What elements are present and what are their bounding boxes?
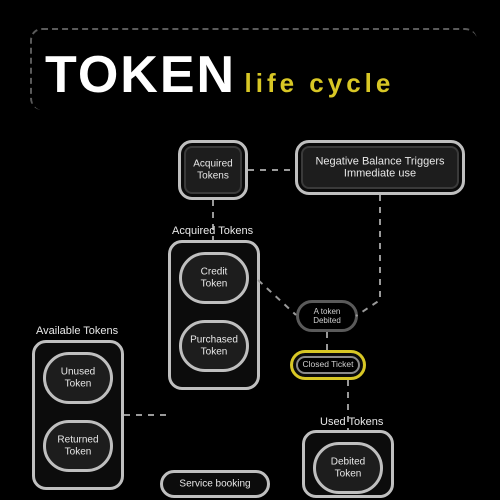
edge-2 (258, 280, 296, 315)
node-purchased: Purchased Token (179, 320, 249, 372)
node-credit: Credit Token (179, 252, 249, 304)
node-acquired-label: Acquired Tokens (181, 159, 245, 182)
node-negative: Negative Balance Triggers Immediate use (295, 140, 465, 195)
node-purchased-label: Purchased Token (182, 335, 246, 358)
section-title-used: Used Tokens (320, 416, 383, 428)
node-negative-label: Negative Balance Triggers Immediate use (298, 155, 462, 180)
node-credit-label: Credit Token (182, 267, 246, 290)
node-service-label: Service booking (163, 478, 267, 490)
node-debited_note-label: A token Debited (299, 307, 355, 325)
node-debited_tok-label: Debited Token (316, 457, 380, 480)
node-unused-label: Unused Token (46, 367, 110, 390)
diagram-stage: TOKEN life cycle Acquired TokensNegative… (0, 0, 500, 500)
node-closed-label: Closed Ticket (293, 360, 363, 370)
node-debited_note: A token Debited (296, 300, 358, 332)
decor-frame (30, 28, 477, 110)
node-debited_tok: Debited Token (313, 442, 383, 494)
edge-3 (356, 195, 380, 316)
node-returned: Returned Token (43, 420, 113, 472)
node-unused: Unused Token (43, 352, 113, 404)
node-acquired: Acquired Tokens (178, 140, 248, 200)
section-title-acquired: Acquired Tokens (172, 225, 253, 237)
node-returned-label: Returned Token (46, 435, 110, 458)
node-closed: Closed Ticket (290, 350, 366, 380)
node-service: Service booking (160, 470, 270, 498)
section-title-available: Available Tokens (36, 325, 118, 337)
